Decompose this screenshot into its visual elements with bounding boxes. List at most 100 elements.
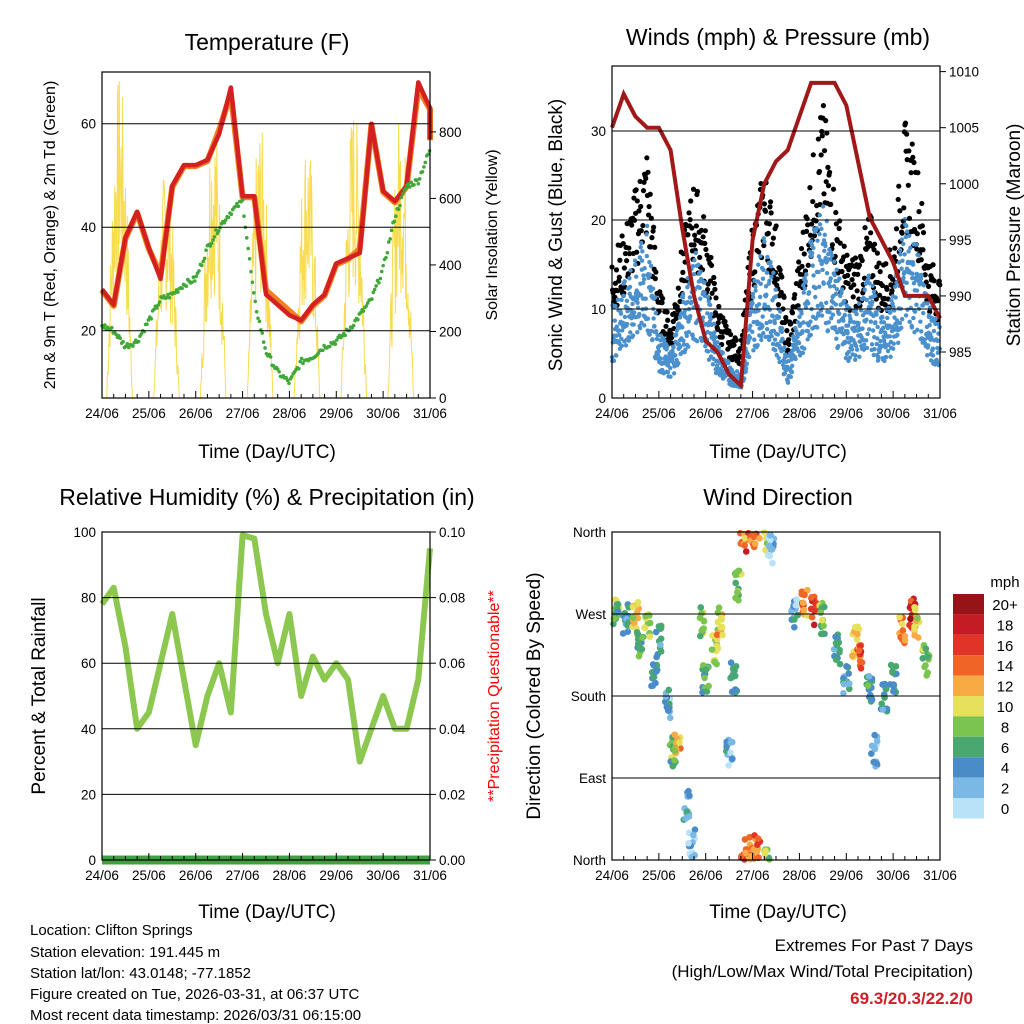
wind-point: [849, 343, 854, 349]
gust-point: [685, 232, 691, 238]
wind-point: [874, 341, 880, 347]
y-tick-label-right: 0.00: [439, 853, 465, 868]
direction-point: [871, 731, 878, 739]
wind-point: [802, 286, 808, 291]
wind-point: [776, 355, 781, 361]
wind-point: [642, 323, 647, 328]
dewpoint-point: [139, 332, 144, 336]
legend-swatch: [953, 634, 984, 656]
gust-point: [829, 242, 836, 248]
direction-point: [881, 694, 888, 702]
wind-point: [828, 250, 834, 255]
wind-point: [882, 358, 887, 364]
gust-point: [805, 262, 811, 268]
wind-point: [779, 326, 785, 331]
wind-point: [910, 271, 915, 277]
dewpoint-point: [194, 274, 198, 279]
wind-direction-xlabel: Time (Day/UTC): [709, 902, 847, 923]
direction-point: [808, 613, 816, 621]
direction-point: [871, 745, 879, 753]
wind-point: [773, 294, 779, 299]
direction-point: [685, 813, 693, 820]
direction-point: [751, 540, 759, 548]
y-tick-label-right: 200: [439, 324, 462, 339]
wind-point: [921, 310, 926, 316]
wind-point: [908, 245, 913, 251]
direction-point: [767, 531, 774, 539]
gust-point: [611, 299, 617, 305]
wind-point: [929, 335, 934, 340]
wind-point: [638, 293, 644, 298]
gust-point: [648, 244, 654, 250]
wind-point: [829, 253, 835, 258]
direction-point: [715, 604, 723, 612]
gust-point: [815, 136, 821, 142]
legend-swatch: [953, 614, 984, 635]
wind-point: [647, 332, 652, 337]
gust-point: [615, 288, 621, 294]
wind-point: [764, 320, 769, 326]
x-tick-label: 24/06: [85, 868, 119, 883]
wind-point: [903, 313, 909, 318]
wind-point: [752, 278, 757, 283]
dewpoint-point: [216, 229, 221, 233]
gust-point: [731, 342, 737, 348]
wind-point: [698, 296, 703, 301]
gust-point: [647, 191, 653, 197]
wind-point: [681, 338, 686, 343]
direction-point: [810, 621, 818, 629]
dewpoint-point: [253, 299, 258, 304]
gust-point: [708, 262, 715, 268]
x-tick-label: 26/06: [179, 406, 213, 421]
gust-point: [653, 269, 659, 275]
wind-point: [912, 309, 918, 314]
wind-point: [918, 319, 923, 324]
wind-point: [881, 320, 887, 325]
wind-point: [891, 304, 896, 310]
wind-point: [653, 329, 659, 334]
wind-point: [683, 347, 688, 352]
dewpoint-point: [299, 356, 304, 361]
dewpoint-point: [285, 378, 290, 383]
plot-data: [610, 529, 933, 863]
wind-point: [686, 329, 691, 335]
winds-title: Winds (mph) & Pressure (mb): [626, 24, 930, 50]
wind-point: [799, 311, 804, 316]
wind-point: [847, 355, 853, 360]
wind-point: [771, 270, 776, 276]
wind-point: [751, 319, 756, 325]
wind-point: [814, 225, 819, 231]
wind-point: [890, 324, 895, 329]
wind-point: [856, 320, 861, 326]
dewpoint-point: [233, 204, 238, 209]
dewpoint-point: [155, 306, 159, 310]
direction-point: [741, 534, 749, 542]
y-tick-label: 20: [591, 213, 606, 228]
dewpoint-point: [277, 369, 281, 374]
wind-point: [809, 239, 814, 244]
direction-point: [727, 749, 734, 756]
x-tick-label: 31/06: [413, 868, 447, 883]
direction-point: [742, 548, 750, 555]
direction-point: [853, 636, 861, 643]
gust-point: [920, 247, 926, 253]
extremes-title: Extremes For Past 7 Days: [775, 936, 973, 955]
wind-point: [702, 290, 707, 295]
dewpoint-point: [398, 203, 402, 208]
dewpoint-point: [284, 375, 288, 380]
wind-point: [748, 323, 753, 328]
gust-point: [634, 198, 640, 204]
gust-point: [811, 233, 818, 239]
wind-point: [734, 369, 740, 374]
wind-point: [768, 319, 773, 324]
gust-point: [820, 103, 827, 109]
wind-point: [633, 274, 639, 279]
wind-point: [832, 259, 837, 264]
gust-point: [844, 272, 851, 279]
gust-point: [816, 168, 823, 175]
dewpoint-point: [364, 304, 369, 308]
wind-point: [833, 291, 839, 297]
dewpoint-point: [386, 240, 391, 244]
dewpoint-point: [275, 367, 280, 371]
direction-point: [801, 591, 808, 599]
